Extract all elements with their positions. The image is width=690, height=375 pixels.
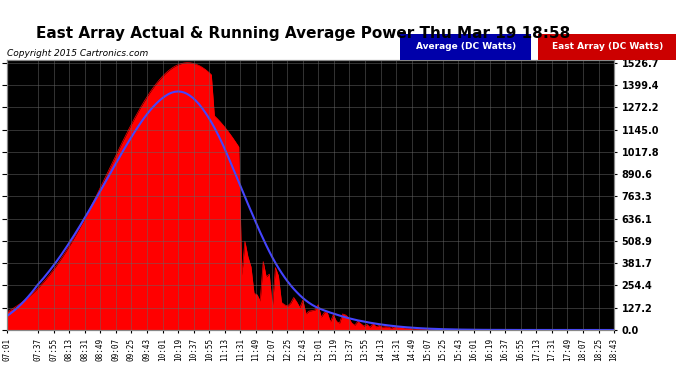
Text: East Array (DC Watts): East Array (DC Watts) <box>551 42 663 51</box>
Text: East Array Actual & Running Average Power Thu Mar 19 18:58: East Array Actual & Running Average Powe… <box>37 26 571 41</box>
Text: Copyright 2015 Cartronics.com: Copyright 2015 Cartronics.com <box>7 49 148 58</box>
Text: Average (DC Watts): Average (DC Watts) <box>415 42 516 51</box>
